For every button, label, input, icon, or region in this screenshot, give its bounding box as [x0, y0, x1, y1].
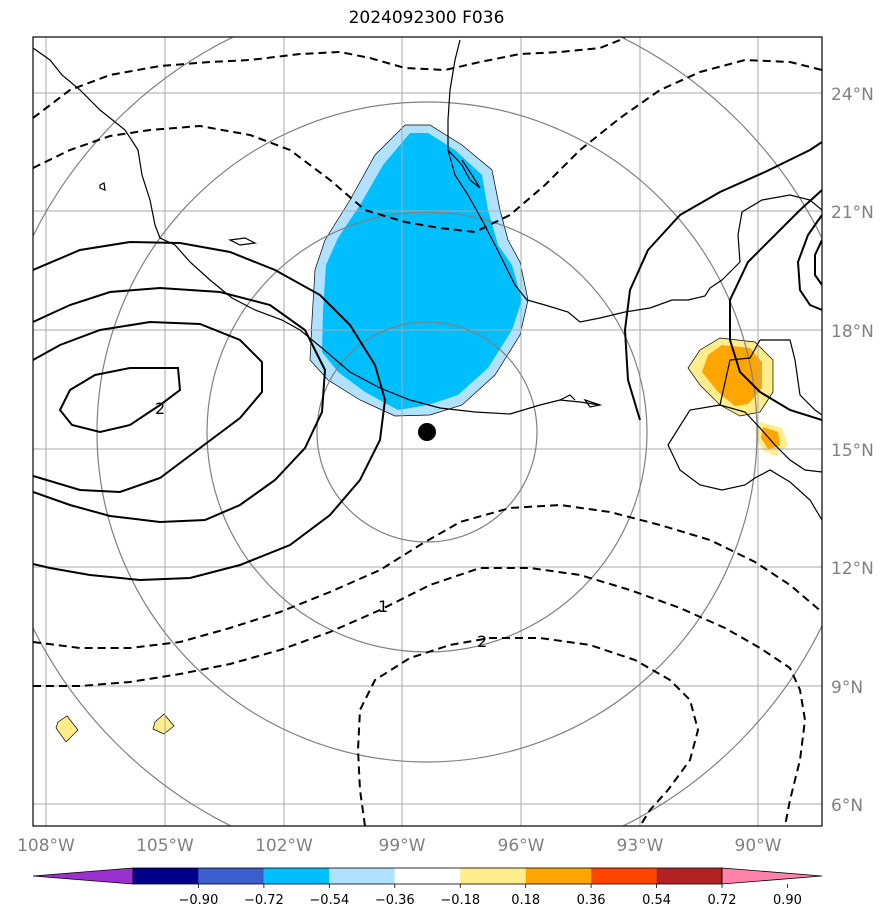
colorbar-tick-label: 0.18	[511, 893, 540, 908]
lon-label: 108°W	[17, 836, 75, 856]
lat-label: 6°N	[831, 796, 863, 816]
lon-label: 90°W	[735, 836, 782, 856]
colorbar-tick-label: −0.54	[309, 893, 349, 908]
coastlines	[33, 39, 822, 521]
contour-label: 1	[378, 597, 388, 616]
colorbar-segment	[656, 868, 722, 884]
colorbar: −0.90 −0.72 −0.54 −0.36 −0.18 0.18 0.36 0.54 0.7…	[32, 867, 823, 908]
colorbar-segment	[133, 868, 199, 884]
map-area: 2 1 2	[33, 37, 822, 826]
contour-label: 2	[477, 632, 487, 651]
lat-label: 21°N	[831, 203, 874, 223]
positive-anomaly-dot-2	[152, 713, 175, 735]
colorbar-extend-high	[721, 867, 823, 885]
positive-anomaly-small-2	[761, 427, 780, 449]
lon-label: 99°W	[379, 836, 426, 856]
colorbar-segment	[198, 868, 264, 884]
lon-label: 102°W	[255, 836, 313, 856]
storm-center-marker	[418, 423, 436, 441]
lon-label: 105°W	[136, 836, 194, 856]
colorbar-extend-low	[32, 867, 134, 885]
colorbar-tick-label: −0.18	[440, 893, 480, 908]
colorbar-tick-label: −0.72	[244, 893, 284, 908]
lat-label: 12°N	[831, 559, 874, 579]
lat-label: 9°N	[831, 678, 863, 698]
colorbar-tick-label: −0.36	[375, 893, 415, 908]
lat-label: 15°N	[831, 441, 874, 461]
positive-anomaly-dot-1	[55, 715, 79, 743]
latitude-labels: 24°N 21°N 18°N 15°N 12°N 9°N 6°N	[831, 85, 874, 816]
longitude-labels: 108°W 105°W 102°W 99°W 96°W 93°W 90°W	[17, 836, 782, 856]
colorbar-tick-label: 0.54	[642, 893, 671, 908]
lat-label: 24°N	[831, 85, 874, 105]
colorbar-segment	[329, 868, 395, 884]
contour-label: 2	[155, 399, 165, 418]
colorbar-tick-label: 0.90	[773, 893, 802, 908]
colorbar-segment	[525, 868, 592, 884]
map-title: 2024092300 F036	[348, 8, 505, 28]
positive-anomaly-main	[702, 345, 762, 406]
colorbar-tick-label: 0.36	[577, 893, 606, 908]
colorbar-segment	[591, 868, 657, 884]
colorbar-segment	[394, 868, 461, 884]
lon-label: 96°W	[498, 836, 545, 856]
colorbar-tick-label: 0.72	[708, 893, 737, 908]
colorbar-segment	[460, 868, 526, 884]
solid-contours	[33, 141, 822, 582]
map-frame	[32, 36, 823, 827]
graticule	[33, 37, 822, 826]
colorbar-segment	[263, 868, 330, 884]
lat-label: 18°N	[831, 322, 874, 342]
dashed-contours	[33, 37, 822, 826]
lon-label: 93°W	[617, 836, 664, 856]
colorbar-tick-label: −0.90	[179, 893, 219, 908]
